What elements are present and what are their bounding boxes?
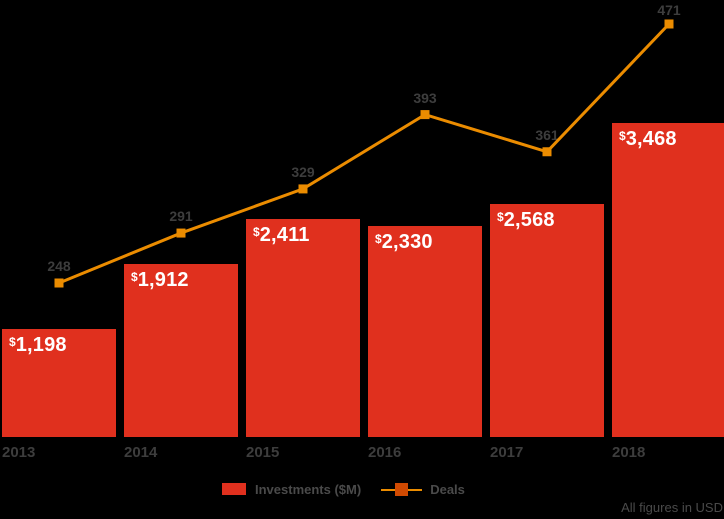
bar-value-label: $2,568 (497, 209, 555, 232)
deals-marker (176, 228, 186, 238)
deals-marker (298, 184, 308, 194)
x-axis-label-2014: 2014 (124, 444, 158, 461)
legend-deals-marker-icon (381, 482, 423, 496)
bar-value-number: 2,411 (259, 223, 310, 246)
bar-value-number: 3,468 (625, 128, 677, 150)
legend: Investments ($M) Deals (222, 481, 465, 497)
deals-value-label: 471 (657, 2, 681, 18)
legend-investments-swatch-icon (222, 483, 246, 495)
deals-marker (542, 147, 552, 157)
bar-value-number: 1,912 (137, 268, 189, 291)
bar-value-label: $2,330 (375, 231, 433, 254)
currency-symbol: $ (253, 224, 260, 239)
deals-marker (54, 278, 64, 288)
bar-2018: $3,468 (612, 123, 724, 437)
deals-value-label: 291 (169, 208, 193, 225)
x-axis-label-2016: 2016 (368, 444, 402, 461)
x-axis-label-2017: 2017 (490, 444, 524, 461)
bar-2017: $2,568 (490, 204, 604, 437)
currency-symbol: $ (9, 334, 16, 349)
currency-symbol: $ (497, 210, 504, 225)
legend-investments-label: Investments ($M) (255, 481, 362, 497)
footnote: All figures in USD (621, 500, 723, 515)
bar-2013: $1,198 (2, 328, 116, 437)
bar-value-label: $1,912 (131, 269, 189, 292)
x-axis-label-2018: 2018 (612, 444, 646, 461)
bar-2016: $2,330 (368, 226, 482, 437)
deals-value-label: 329 (291, 163, 315, 180)
bar-2015: $2,411 (246, 218, 360, 437)
bar-value-number: 1,198 (15, 333, 67, 356)
deals-marker (420, 110, 430, 120)
x-axis-label-2015: 2015 (246, 444, 280, 461)
currency-symbol: $ (375, 232, 382, 246)
bar-value-label: $3,468 (619, 128, 677, 151)
bar-value-label: $2,411 (253, 224, 310, 247)
deals-value-label: 248 (47, 258, 71, 274)
x-axis-label-2013: 2013 (2, 444, 36, 461)
bar-2014: $1,912 (124, 263, 238, 437)
deals-marker (664, 19, 674, 29)
bar-value-number: 2,330 (381, 231, 433, 254)
deals-value-label: 393 (413, 89, 437, 106)
bar-value-label: $1,198 (9, 334, 67, 357)
deals-value-label: 361 (535, 126, 559, 143)
bar-value-number: 2,568 (503, 209, 555, 232)
currency-symbol: $ (131, 269, 138, 284)
legend-deals-label: Deals (430, 481, 465, 497)
currency-symbol: $ (619, 128, 626, 143)
